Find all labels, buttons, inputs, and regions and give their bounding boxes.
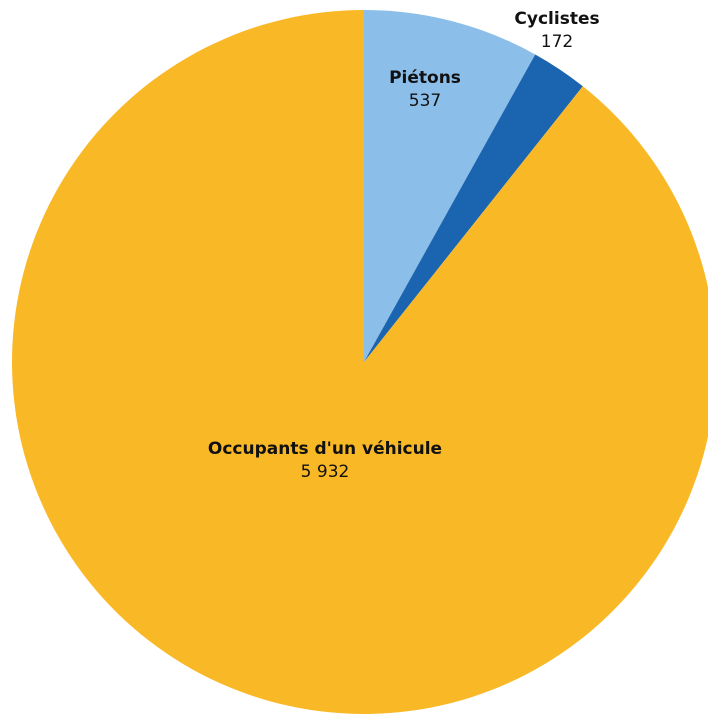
pie-slice (364, 54, 583, 362)
slice-value: 537 (409, 91, 441, 111)
slice-value: 5 932 (301, 462, 350, 482)
slice-value: 172 (541, 32, 573, 52)
slice-label: Piétons (389, 68, 461, 88)
pie-slice (12, 10, 708, 714)
slice-label: Occupants d'un véhicule (208, 439, 442, 459)
pie-slice (364, 10, 536, 362)
slice-label: Cyclistes (514, 9, 599, 29)
